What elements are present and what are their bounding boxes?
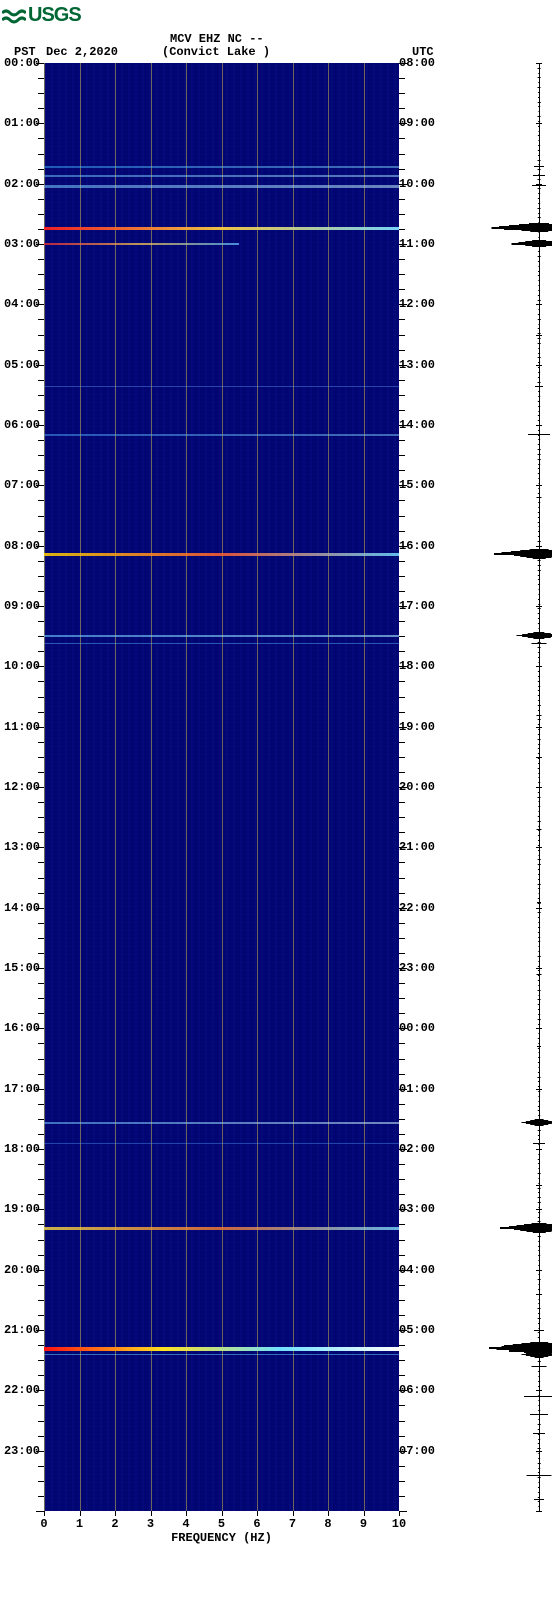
seismogram-event: [537, 497, 542, 498]
seismogram-event: [528, 434, 550, 435]
seismogram-event: [536, 1185, 542, 1186]
gridline-vertical: [44, 63, 45, 1511]
seismogram-event: [537, 902, 541, 903]
gridline-vertical: [151, 63, 152, 1511]
seismogram-event: [536, 335, 542, 336]
usgs-logo-text: USGS: [28, 4, 81, 27]
spectrogram: [44, 63, 399, 1511]
seismogram-event: [524, 1396, 552, 1397]
chart-area: FREQUENCY (HZ) 012345678910 00:0008:0001…: [44, 63, 399, 1551]
seismogram-event: [524, 636, 552, 637]
gridline-vertical: [257, 63, 258, 1511]
seismogram-event: [535, 386, 543, 387]
seismogram-trace: [489, 63, 552, 1511]
seismogram-event: [533, 175, 545, 176]
gridline-vertical: [222, 63, 223, 1511]
x-tick: 1: [76, 1517, 83, 1531]
x-tick: 7: [289, 1517, 296, 1531]
seismogram-event: [536, 757, 542, 758]
usgs-wave-icon: [2, 7, 26, 25]
seismogram-event: [532, 643, 547, 644]
gridline-vertical: [364, 63, 365, 1511]
seismogram-event: [534, 1330, 544, 1331]
seismogram-event: [537, 1046, 541, 1047]
gridline-vertical: [293, 63, 294, 1511]
seismogram-event: [536, 1294, 542, 1295]
x-axis: FREQUENCY (HZ) 012345678910: [44, 1511, 399, 1551]
x-tick: 0: [40, 1517, 47, 1531]
seismogram-event: [533, 1433, 545, 1434]
chart-header: PST Dec 2,2020 MCV EHZ NC -- (Convict La…: [0, 31, 552, 63]
seismogram-event: [527, 1475, 552, 1476]
seismogram-event: [524, 244, 552, 245]
date-label: Dec 2,2020: [46, 45, 118, 59]
seismogram-event: [533, 1143, 545, 1144]
gridline-vertical: [115, 63, 116, 1511]
usgs-logo: USGS: [0, 0, 552, 31]
seismogram-event: [532, 185, 546, 186]
seismogram-event: [537, 715, 542, 716]
gridline-vertical: [186, 63, 187, 1511]
location-label: (Convict Lake ): [162, 45, 270, 59]
seismogram-event: [530, 1414, 548, 1415]
x-tick: 10: [392, 1517, 406, 1531]
gridline-vertical: [80, 63, 81, 1511]
gridline-vertical: [328, 63, 329, 1511]
x-tick: 3: [147, 1517, 154, 1531]
x-tick: 6: [253, 1517, 260, 1531]
x-tick: 8: [324, 1517, 331, 1531]
seismogram-event: [532, 1366, 547, 1367]
seismogram-event: [534, 166, 544, 167]
x-axis-label: FREQUENCY (HZ): [171, 1531, 272, 1545]
station-label: MCV EHZ NC --: [170, 32, 264, 46]
seismogram-event: [537, 829, 542, 830]
x-tick: 9: [360, 1517, 367, 1531]
x-tick: 5: [218, 1517, 225, 1531]
seismogram-event: [534, 1499, 544, 1500]
x-tick: 2: [111, 1517, 118, 1531]
x-tick: 4: [182, 1517, 189, 1531]
seismogram-event: [537, 974, 542, 975]
